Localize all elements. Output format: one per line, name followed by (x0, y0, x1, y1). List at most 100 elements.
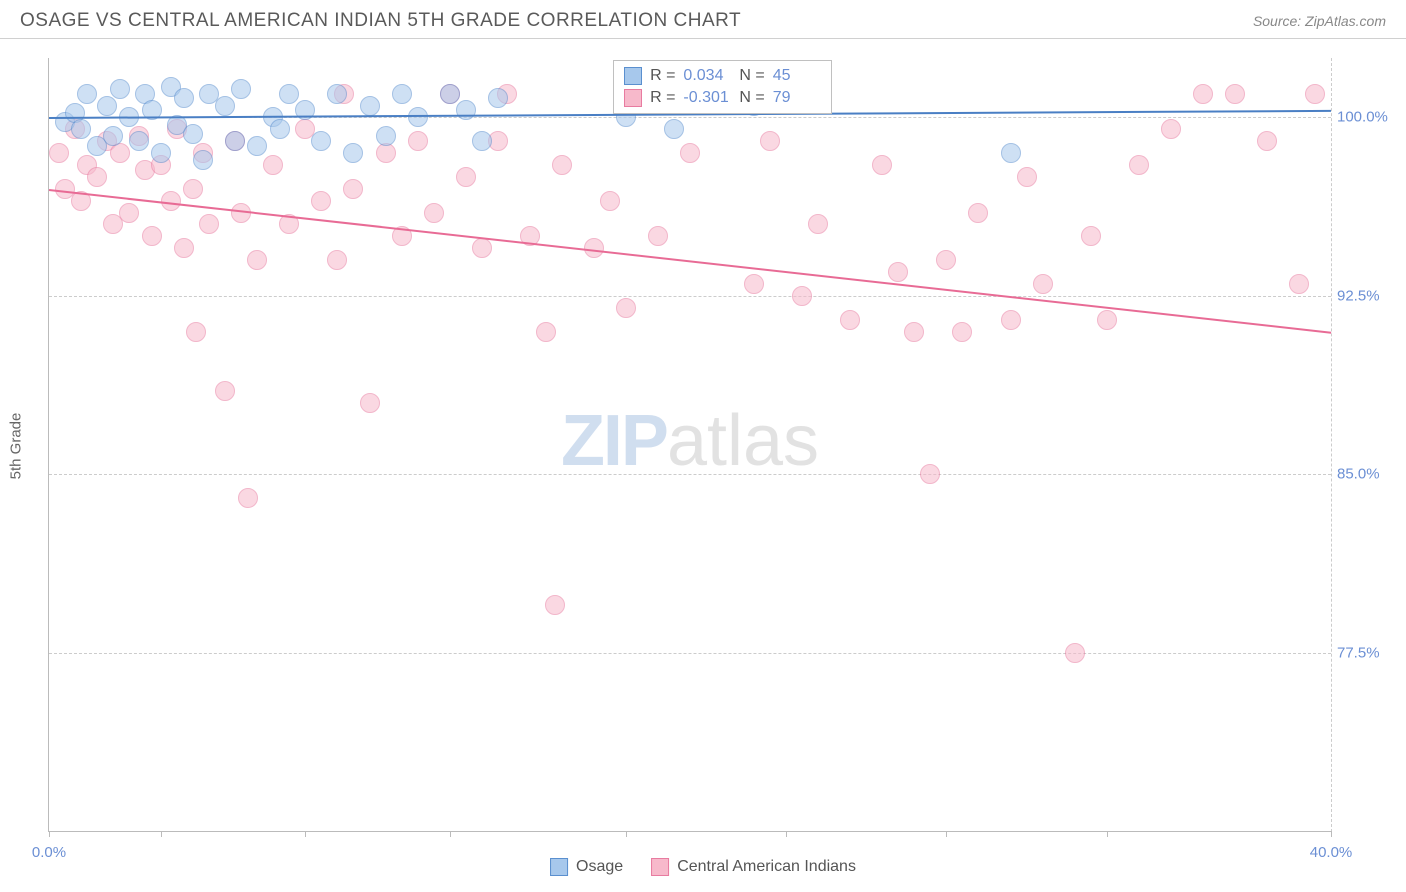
data-point (440, 84, 460, 104)
data-point (186, 322, 206, 342)
y-tick-label: 92.5% (1337, 287, 1395, 304)
data-point (920, 464, 940, 484)
legend-label-osage: Osage (576, 858, 623, 876)
x-tick-mark (450, 831, 451, 837)
data-point (263, 155, 283, 175)
data-point (1193, 84, 1213, 104)
n-value: 79 (773, 89, 821, 107)
x-tick-mark (786, 831, 787, 837)
data-point (408, 131, 428, 151)
data-point (199, 214, 219, 234)
data-point (71, 119, 91, 139)
data-point (648, 226, 668, 246)
data-point (327, 250, 347, 270)
x-tick-mark (49, 831, 50, 837)
data-point (1129, 155, 1149, 175)
data-point (808, 214, 828, 234)
bottom-legend: Osage Central American Indians (550, 858, 856, 876)
data-point (1225, 84, 1245, 104)
data-point (343, 143, 363, 163)
legend-item-osage: Osage (550, 858, 623, 876)
r-value: -0.301 (683, 89, 731, 107)
data-point (360, 96, 380, 116)
data-point (664, 119, 684, 139)
data-point (327, 84, 347, 104)
data-point (87, 167, 107, 187)
data-point (872, 155, 892, 175)
data-point (215, 381, 235, 401)
n-label: N = (739, 89, 764, 107)
data-point (456, 167, 476, 187)
data-point (545, 595, 565, 615)
data-point (600, 191, 620, 211)
data-point (1305, 84, 1325, 104)
gridline (49, 474, 1331, 475)
y-tick-label: 100.0% (1337, 109, 1395, 126)
data-point (1097, 310, 1117, 330)
data-point (424, 203, 444, 223)
data-point (49, 143, 69, 163)
legend-label-cai: Central American Indians (677, 858, 856, 876)
data-point (247, 136, 267, 156)
source-label: Source: ZipAtlas.com (1253, 13, 1386, 29)
chart-header: OSAGE VS CENTRAL AMERICAN INDIAN 5TH GRA… (0, 0, 1406, 39)
x-tick-mark (161, 831, 162, 837)
x-tick-mark (305, 831, 306, 837)
data-point (247, 250, 267, 270)
data-point (97, 96, 117, 116)
legend-item-cai: Central American Indians (651, 858, 856, 876)
gridline (49, 653, 1331, 654)
n-label: N = (739, 67, 764, 85)
data-point (1017, 167, 1037, 187)
data-point (193, 150, 213, 170)
chart-plot-area: ZIPatlas 100.0%92.5%85.0%77.5%0.0%40.0%R… (48, 58, 1332, 832)
chart-title: OSAGE VS CENTRAL AMERICAN INDIAN 5TH GRA… (20, 10, 741, 32)
data-point (311, 191, 331, 211)
y-tick-label: 77.5% (1337, 644, 1395, 661)
r-value: 0.034 (683, 67, 731, 85)
data-point (1081, 226, 1101, 246)
data-point (215, 96, 235, 116)
data-point (376, 126, 396, 146)
x-tick-label: 0.0% (32, 844, 66, 861)
stats-box: R =0.034N =45R =-0.301N =79 (613, 60, 832, 114)
data-point (392, 84, 412, 104)
data-point (616, 298, 636, 318)
x-tick-mark (1331, 831, 1332, 837)
data-point (311, 131, 331, 151)
data-point (161, 191, 181, 211)
data-point (129, 131, 149, 151)
x-tick-label: 40.0% (1310, 844, 1353, 861)
x-tick-mark (946, 831, 947, 837)
data-point (183, 124, 203, 144)
data-point (279, 84, 299, 104)
r-label: R = (650, 67, 675, 85)
data-point (142, 226, 162, 246)
stats-row: R =-0.301N =79 (624, 89, 821, 107)
data-point (360, 393, 380, 413)
gridline (49, 296, 1331, 297)
stats-swatch (624, 89, 642, 107)
data-point (1161, 119, 1181, 139)
data-point (77, 84, 97, 104)
data-point (238, 488, 258, 508)
data-point (110, 79, 130, 99)
data-point (536, 322, 556, 342)
data-point (225, 131, 245, 151)
data-point (472, 238, 492, 258)
data-point (456, 100, 476, 120)
stats-swatch (624, 67, 642, 85)
data-point (968, 203, 988, 223)
data-point (103, 126, 123, 146)
y-axis-title: 5th Grade (8, 413, 25, 480)
data-point (1065, 643, 1085, 663)
data-point (1289, 274, 1309, 294)
data-point (744, 274, 764, 294)
trend-line (49, 189, 1331, 334)
data-point (183, 179, 203, 199)
data-point (840, 310, 860, 330)
data-point (472, 131, 492, 151)
data-point (1001, 143, 1021, 163)
y-tick-label: 85.0% (1337, 466, 1395, 483)
data-point (936, 250, 956, 270)
